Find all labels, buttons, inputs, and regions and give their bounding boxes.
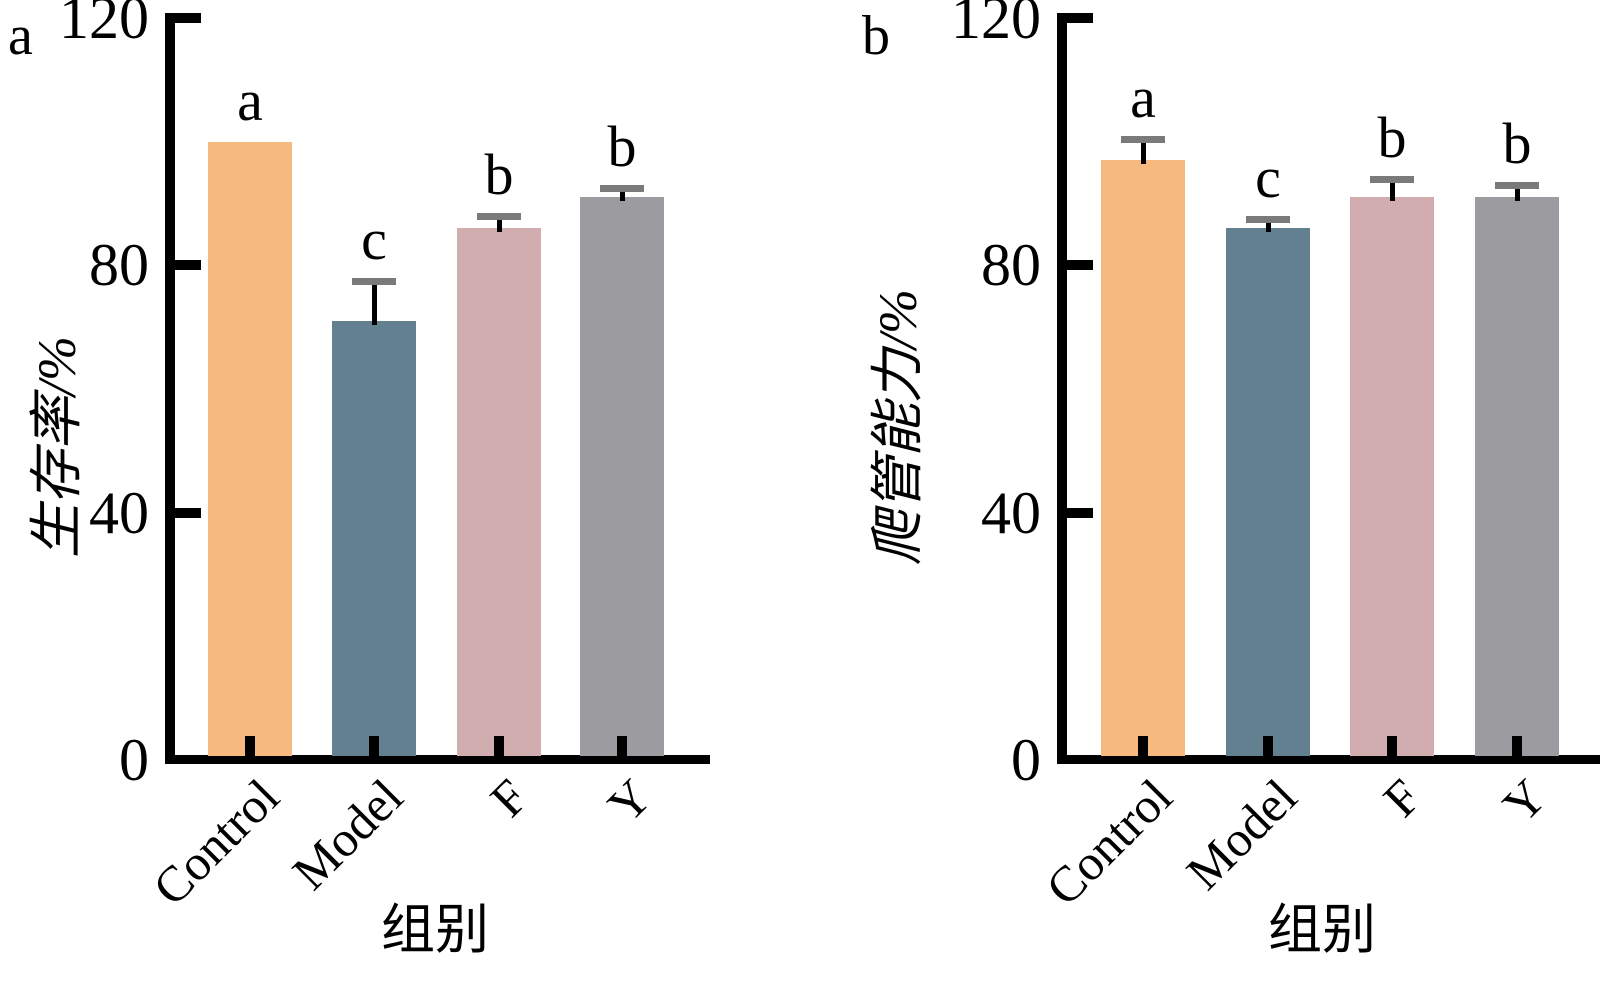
error-bar-line [620,188,625,202]
significance-letter: a [1130,64,1156,130]
y-tick-label: 0 [1011,727,1041,793]
y-axis-spine [1057,13,1067,764]
y-tick-label: 80 [89,232,149,299]
bar-model [332,320,416,756]
x-axis-baseline [165,755,710,764]
y-tick [173,507,201,518]
x-tick [617,736,627,756]
significance-letter: c [1255,144,1281,210]
bar-y [580,197,664,756]
error-bar-cap [1495,181,1539,189]
y-tick [1065,13,1093,23]
error-bar-cap [1121,135,1165,143]
x-tick [369,736,379,756]
y-tick [173,260,201,271]
panel-b-y-axis-title: 爬管能力/% [868,289,928,565]
panel-b-letter: b [862,5,890,67]
significance-letter: c [361,206,387,272]
x-tick-label: F [1372,768,1432,828]
error-bar-cap [600,185,644,193]
x-tick [494,736,504,756]
bar-control [1101,160,1185,756]
panel-a-letter: a [8,5,33,67]
x-axis-baseline [1057,755,1600,764]
y-tick-label: 0 [119,727,149,793]
panel-b-x-axis-title: 组别 [1268,900,1376,960]
bar-control [208,141,292,756]
y-tick-label: 40 [89,479,149,546]
error-bar-line [497,215,502,233]
panel-a-x-axis-title: 组别 [381,900,489,960]
x-tick-label: F [479,768,539,828]
x-tick-label: Model [281,768,414,901]
x-tick-label: Y [596,768,662,834]
error-bar-cap [1246,215,1290,223]
y-tick-label: 120 [59,0,149,51]
error-bar-cap [477,212,521,220]
significance-letter: b [484,141,514,207]
bar-y [1475,197,1559,756]
x-tick [1263,736,1273,756]
x-tick-label: Control [142,768,290,916]
error-bar-line [1266,218,1271,233]
x-tick [1387,736,1397,756]
y-tick-label: 80 [981,232,1041,299]
significance-letter: b [1377,104,1407,170]
y-axis-spine [165,13,175,764]
x-tick-label: Model [1175,768,1308,901]
y-tick [173,13,201,23]
error-bar-line [1515,184,1520,202]
error-bar-line [372,280,377,325]
x-tick-label: Control [1035,768,1183,916]
x-tick [245,736,255,756]
significance-letter: a [237,67,263,133]
y-tick-label: 40 [981,479,1041,546]
bar-f [457,228,541,756]
panel-a-y-axis-title: 生存率/% [27,336,87,558]
error-bar-cap [352,277,396,285]
y-tick [1065,507,1093,518]
bar-model [1226,228,1310,756]
x-tick-label: Y [1491,768,1557,834]
error-bar-line [1141,138,1146,165]
error-bar-cap [1370,175,1414,183]
y-tick-label: 120 [951,0,1041,51]
error-bar-line [1390,178,1395,202]
significance-letter: b [607,114,637,180]
x-tick [1512,736,1522,756]
x-tick [1138,736,1148,756]
bar-f [1350,197,1434,756]
significance-letter: b [1502,110,1532,176]
y-tick [1065,260,1093,271]
